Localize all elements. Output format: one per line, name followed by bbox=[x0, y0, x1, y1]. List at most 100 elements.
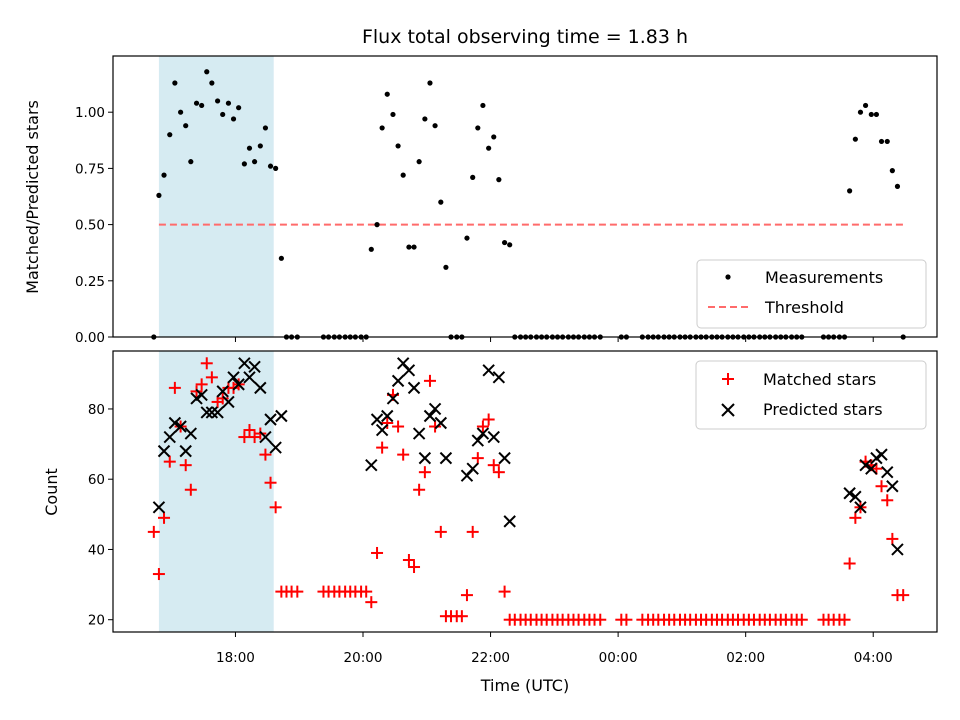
legend-matched-marker bbox=[722, 373, 734, 385]
predicted-point bbox=[174, 420, 187, 433]
matched-point bbox=[838, 613, 851, 626]
predicted-point bbox=[418, 451, 432, 465]
predicted-point bbox=[259, 430, 272, 444]
measurement-point bbox=[236, 105, 242, 111]
predicted-point bbox=[211, 406, 224, 419]
measurement-point bbox=[220, 111, 226, 118]
measurement-point bbox=[857, 109, 864, 115]
measurement-point bbox=[847, 188, 853, 194]
predicted-point bbox=[407, 381, 421, 395]
legend-threshold-label: Threshold bbox=[764, 298, 844, 317]
matched-point bbox=[184, 483, 197, 496]
matched-point bbox=[476, 420, 489, 433]
measurement-point bbox=[209, 80, 215, 86]
top-panel: 0.00 0.25 0.50 0.75 1.00 Matched/Predict… bbox=[23, 55, 938, 346]
matched-point bbox=[205, 371, 218, 384]
legend-measurements-marker bbox=[725, 274, 731, 280]
predicted-point bbox=[881, 465, 894, 479]
top-ytick-label: 0.50 bbox=[75, 218, 105, 234]
matched-point bbox=[881, 494, 894, 507]
matched-point bbox=[418, 466, 431, 479]
predicted-point bbox=[865, 462, 878, 475]
legend-predicted-label: Predicted stars bbox=[763, 400, 883, 419]
measurement-point bbox=[491, 134, 497, 140]
bottom-panel: 20 40 60 80 18:00 20:00 22:00 00:00 02:0… bbox=[42, 350, 938, 695]
top-legend: Measurements Threshold bbox=[696, 259, 927, 329]
matched-point bbox=[392, 420, 405, 433]
matched-point bbox=[843, 557, 856, 570]
top-legend-box bbox=[696, 259, 927, 329]
matched-point bbox=[168, 381, 181, 394]
predicted-point bbox=[476, 427, 490, 440]
measurement-point bbox=[878, 138, 885, 145]
predicted-point bbox=[152, 501, 166, 514]
measurement-point bbox=[507, 242, 513, 248]
predicted-point bbox=[238, 357, 251, 370]
top-ytick-label: 0.00 bbox=[75, 330, 105, 346]
matched-point bbox=[147, 525, 160, 538]
matched-point bbox=[402, 553, 415, 566]
predicted-point bbox=[375, 423, 389, 437]
predicted-point bbox=[439, 451, 453, 465]
matched-point bbox=[875, 480, 888, 493]
predicted-point bbox=[886, 480, 899, 493]
bottom-ytick-label: 60 bbox=[88, 472, 105, 488]
predicted-point bbox=[492, 371, 506, 384]
measurement-point bbox=[278, 255, 284, 261]
bottom-ytick-label: 20 bbox=[88, 613, 105, 629]
measurement-point bbox=[438, 199, 444, 205]
bottom-shaded-span bbox=[158, 351, 274, 632]
measurement-point bbox=[251, 159, 258, 165]
measurement-point bbox=[862, 102, 869, 109]
matched-point bbox=[216, 392, 229, 405]
matched-point bbox=[259, 448, 272, 461]
measurement-point bbox=[884, 138, 890, 145]
chart-title: Flux total observing time = 1.83 h bbox=[362, 26, 688, 48]
xtick-label: 02:00 bbox=[726, 650, 765, 666]
measurement-point bbox=[156, 192, 162, 198]
predicted-point bbox=[179, 444, 192, 458]
matched-point bbox=[163, 455, 176, 468]
predicted-point bbox=[365, 458, 378, 472]
matched-point bbox=[408, 561, 421, 574]
top-ytick-label: 0.75 bbox=[75, 161, 105, 177]
bottom-ylabel: Count bbox=[42, 468, 61, 516]
matched-point bbox=[243, 424, 256, 437]
measurement-point bbox=[852, 136, 858, 142]
predicted-point bbox=[195, 388, 208, 402]
predicted-point bbox=[386, 392, 400, 405]
measurement-point bbox=[379, 125, 385, 131]
measurement-point bbox=[432, 123, 438, 129]
predicted-point bbox=[381, 409, 394, 423]
matched-point bbox=[381, 417, 394, 430]
matched-point bbox=[460, 589, 473, 602]
top-shaded-span bbox=[158, 56, 274, 337]
predicted-point bbox=[482, 364, 495, 377]
measurement-point bbox=[406, 244, 412, 250]
matched-point bbox=[365, 596, 378, 609]
predicted-point bbox=[205, 406, 219, 419]
predicted-point bbox=[222, 395, 235, 409]
predicted-point bbox=[269, 441, 282, 454]
predicted-point bbox=[232, 378, 245, 391]
measurement-point bbox=[183, 123, 189, 129]
measurement-point bbox=[384, 91, 390, 97]
matched-point bbox=[482, 413, 495, 426]
predicted-point bbox=[227, 371, 240, 384]
matched-point bbox=[376, 441, 389, 454]
matched-point bbox=[264, 476, 277, 489]
matched-point bbox=[360, 585, 373, 598]
matched-point bbox=[455, 610, 468, 623]
matched-point bbox=[269, 501, 282, 514]
measurement-point bbox=[368, 246, 374, 252]
xtick-labels: 18:00 20:00 22:00 00:00 02:00 04:00 bbox=[216, 650, 893, 666]
xlabel: Time (UTC) bbox=[480, 676, 569, 695]
predicted-point bbox=[891, 543, 904, 556]
matched-point bbox=[413, 483, 426, 496]
predicted-point bbox=[471, 434, 485, 447]
predicted-point bbox=[163, 430, 176, 444]
matched-point bbox=[897, 589, 910, 602]
measurement-point bbox=[246, 145, 253, 151]
predicted-point bbox=[875, 448, 888, 461]
xtick-label: 04:00 bbox=[854, 650, 893, 666]
